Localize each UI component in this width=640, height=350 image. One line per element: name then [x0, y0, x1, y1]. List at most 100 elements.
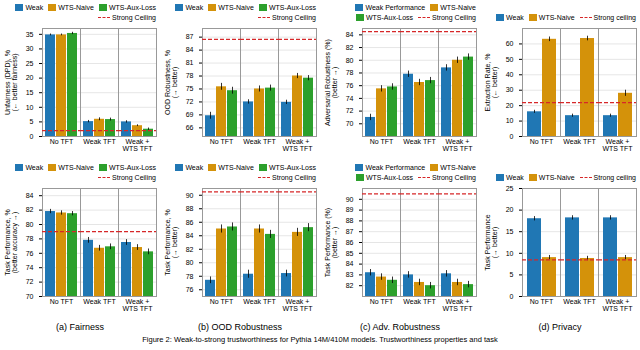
svg-text:35: 35 [26, 31, 34, 38]
svg-text:Weak +WTS TFT: Weak +WTS TFT [602, 138, 633, 152]
svg-text:Extraction Rate, %(← better): Extraction Rate, %(← better) [484, 54, 499, 112]
svg-text:25: 25 [506, 185, 514, 192]
svg-text:82: 82 [26, 206, 34, 213]
svg-text:Weak +WTS TFT: Weak +WTS TFT [602, 298, 633, 312]
html-text:(d) Privacy: (d) Privacy [538, 322, 582, 332]
svg-text:No TFT: No TFT [210, 298, 234, 305]
svg-text:No TFT: No TFT [50, 138, 74, 145]
html-text:Figure 2: Weak-to-strong trust: Figure 2: Weak-to-strong trustworthiness… [142, 335, 498, 344]
svg-text:72: 72 [346, 107, 354, 114]
svg-text:76: 76 [346, 82, 354, 89]
svg-text:Unfairness (DPD), %(← better f: Unfairness (DPD), %(← better fairness) [4, 50, 19, 115]
svg-text:15: 15 [26, 89, 34, 96]
svg-text:No TFT: No TFT [50, 298, 74, 305]
svg-text:30: 30 [26, 45, 34, 52]
svg-text:40: 40 [506, 71, 514, 78]
svg-text:66: 66 [186, 124, 194, 131]
svg-text:76: 76 [186, 286, 194, 293]
svg-text:10: 10 [506, 117, 514, 124]
svg-text:0: 0 [510, 133, 514, 140]
svg-text:70: 70 [346, 120, 354, 127]
svg-text:50: 50 [506, 56, 514, 63]
svg-text:80: 80 [26, 221, 34, 228]
svg-text:72: 72 [26, 278, 34, 285]
svg-text:80: 80 [346, 57, 354, 64]
svg-text:83: 83 [346, 271, 354, 278]
svg-text:85: 85 [346, 250, 354, 257]
svg-text:Weak TFT: Weak TFT [403, 298, 436, 305]
svg-text:Weak TFT: Weak TFT [563, 138, 596, 145]
svg-text:Weak +WTS TFT: Weak +WTS TFT [282, 298, 313, 312]
svg-text:84: 84 [186, 232, 194, 239]
svg-text:25: 25 [26, 60, 34, 67]
svg-text:82: 82 [346, 44, 354, 51]
svg-text:0: 0 [30, 133, 34, 140]
svg-text:Task Performance(→ better): Task Performance(→ better) [484, 214, 499, 271]
svg-text:78: 78 [186, 72, 194, 79]
svg-text:No TFT: No TFT [370, 138, 394, 145]
svg-text:Task Performance, %(better acc: Task Performance, %(better accuracy →) [4, 209, 19, 276]
svg-text:86: 86 [186, 218, 194, 225]
svg-text:78: 78 [26, 235, 34, 242]
svg-text:90: 90 [346, 196, 354, 203]
svg-text:82: 82 [186, 245, 194, 252]
svg-text:84: 84 [346, 260, 354, 267]
svg-text:Weak +WTS TFT: Weak +WTS TFT [442, 138, 473, 152]
svg-text:0: 0 [510, 293, 514, 300]
svg-text:No TFT: No TFT [210, 138, 234, 145]
svg-text:Weak TFT: Weak TFT [83, 298, 116, 305]
svg-text:84: 84 [186, 46, 194, 53]
svg-text:OOD Robustness, %(→ better): OOD Robustness, %(→ better) [164, 50, 179, 115]
svg-text:Weak +WTS TFT: Weak +WTS TFT [442, 298, 473, 312]
svg-text:74: 74 [346, 95, 354, 102]
svg-text:70: 70 [26, 293, 34, 300]
svg-text:5: 5 [510, 271, 514, 278]
svg-text:20: 20 [26, 74, 34, 81]
svg-text:Weak +WTS TFT: Weak +WTS TFT [122, 298, 153, 312]
svg-text:60: 60 [506, 40, 514, 47]
svg-text:80: 80 [186, 259, 194, 266]
svg-text:78: 78 [186, 272, 194, 279]
svg-text:69: 69 [186, 111, 194, 118]
svg-text:81: 81 [186, 59, 194, 66]
html-text:(a) Fairness: (a) Fairness [56, 322, 104, 332]
svg-text:84: 84 [26, 192, 34, 199]
svg-text:82: 82 [346, 282, 354, 289]
svg-text:Weak TFT: Weak TFT [83, 138, 116, 145]
svg-text:10: 10 [26, 104, 34, 111]
svg-text:No TFT: No TFT [530, 298, 554, 305]
svg-text:90: 90 [186, 191, 194, 198]
html-text:(c) Adv. Robustness: (c) Adv. Robustness [360, 322, 440, 332]
svg-text:84: 84 [346, 31, 354, 38]
svg-text:Task Performance, %(→ better): Task Performance, %(→ better) [164, 209, 179, 276]
svg-text:30: 30 [506, 86, 514, 93]
svg-text:5: 5 [30, 118, 34, 125]
svg-text:No TFT: No TFT [530, 138, 554, 145]
svg-text:87: 87 [346, 228, 354, 235]
svg-text:72: 72 [186, 98, 194, 105]
svg-text:Adversarial Robustness (%)(bet: Adversarial Robustness (%)(better →) [324, 39, 339, 126]
svg-text:Weak TFT: Weak TFT [563, 298, 596, 305]
svg-text:78: 78 [346, 69, 354, 76]
svg-text:20: 20 [506, 102, 514, 109]
svg-text:88: 88 [346, 217, 354, 224]
svg-text:Weak TFT: Weak TFT [243, 138, 276, 145]
svg-text:10: 10 [506, 250, 514, 257]
svg-text:20: 20 [506, 206, 514, 213]
svg-text:74: 74 [26, 264, 34, 271]
svg-text:Task Performance (%)(better →): Task Performance (%)(better →) [324, 208, 339, 277]
html-text:Weak: Weak [25, 4, 44, 11]
svg-text:Weak TFT: Weak TFT [403, 138, 436, 145]
svg-text:86: 86 [346, 239, 354, 246]
svg-text:Weak +WTS TFT: Weak +WTS TFT [282, 138, 313, 152]
html-text:(b) OOD Robustness: (b) OOD Robustness [198, 322, 282, 332]
svg-text:87: 87 [186, 33, 194, 40]
svg-text:Weak TFT: Weak TFT [243, 298, 276, 305]
svg-text:88: 88 [186, 205, 194, 212]
svg-text:76: 76 [26, 250, 34, 257]
svg-text:15: 15 [506, 228, 514, 235]
svg-text:No TFT: No TFT [370, 298, 394, 305]
svg-text:Weak +WTS TFT: Weak +WTS TFT [122, 138, 153, 152]
svg-text:75: 75 [186, 85, 194, 92]
svg-text:89: 89 [346, 206, 354, 213]
